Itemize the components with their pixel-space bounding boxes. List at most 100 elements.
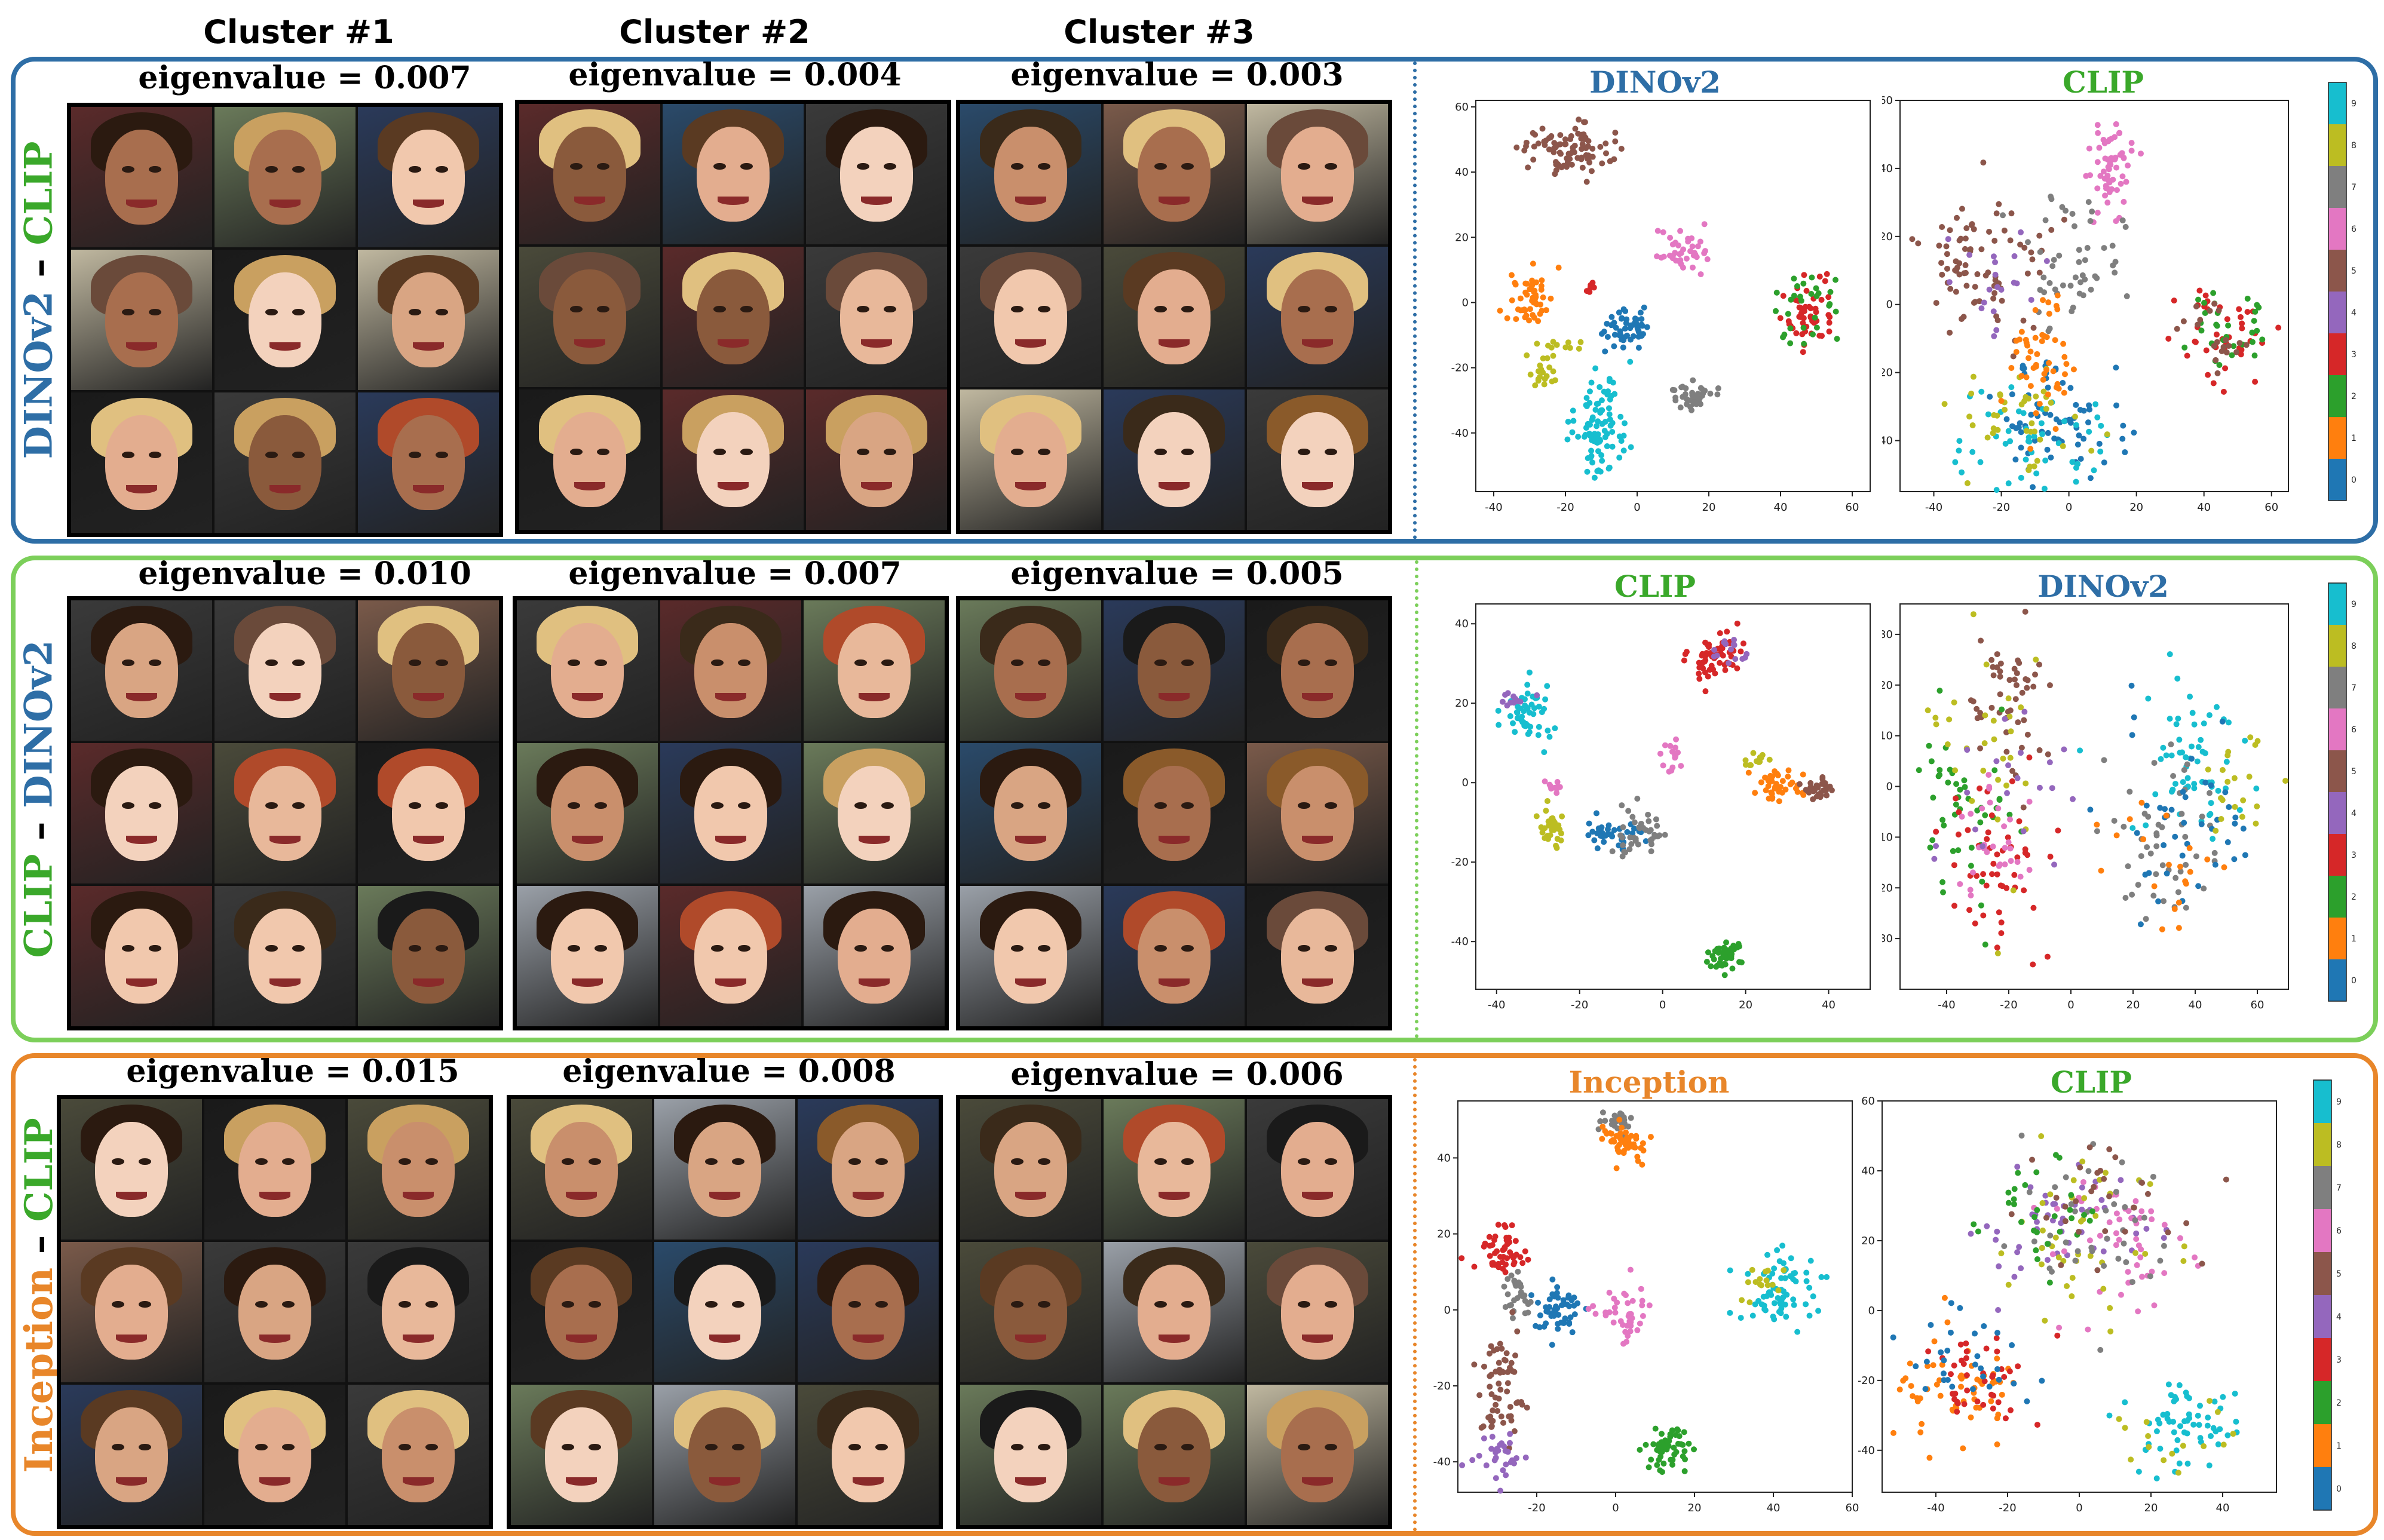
scatter-point bbox=[1582, 432, 1589, 438]
y-tick-label: 0 bbox=[1462, 777, 1469, 789]
colorbar-segment bbox=[2313, 1252, 2331, 1295]
y-tick-label: 0 bbox=[1868, 1305, 1875, 1317]
scatter-point bbox=[1613, 1165, 1620, 1171]
scatter-point bbox=[2006, 713, 2013, 720]
scatter-point bbox=[2149, 1216, 2155, 1223]
scatter-point bbox=[1952, 267, 1959, 274]
row-3-label-sep: – bbox=[16, 1221, 62, 1268]
scatter-point bbox=[1544, 355, 1550, 361]
scatter-point bbox=[2006, 677, 2013, 683]
scatter-point bbox=[2023, 394, 2029, 400]
scatter-point bbox=[2011, 872, 2018, 878]
scatter-point bbox=[1993, 210, 2000, 217]
scatter-point bbox=[1826, 302, 1833, 309]
scatter-point bbox=[2172, 833, 2178, 840]
scatter-point bbox=[1597, 1118, 1604, 1125]
scatter-point bbox=[2046, 280, 2053, 286]
colorbar-tick-label: 4 bbox=[2336, 1312, 2342, 1322]
scatter-point bbox=[2147, 1181, 2153, 1188]
scatter-point bbox=[1697, 385, 1704, 391]
scatter-point bbox=[1802, 303, 1809, 310]
scatter-point bbox=[1775, 772, 1781, 778]
scatter-point bbox=[1972, 1361, 1978, 1368]
scatter-point bbox=[1605, 465, 1612, 472]
row-3-face-grid-3 bbox=[956, 1095, 1392, 1529]
scatter-point bbox=[1606, 1289, 1613, 1296]
scatter-point bbox=[2023, 456, 2029, 463]
scatter-point bbox=[2211, 343, 2217, 349]
scatter-point bbox=[1993, 758, 2000, 765]
scatter-point bbox=[2047, 854, 2054, 860]
scatter-point bbox=[1541, 139, 1548, 145]
scatter-point bbox=[1768, 789, 1775, 796]
scatter-point bbox=[2133, 1230, 2140, 1237]
scatter-point bbox=[1986, 784, 1993, 790]
y-tick-label: 0 bbox=[1886, 299, 1893, 311]
scatter-point bbox=[2101, 140, 2108, 146]
scatter-point bbox=[2220, 1441, 2227, 1448]
scatter-point bbox=[1790, 1296, 1797, 1303]
scatter-point bbox=[2080, 435, 2087, 442]
scatter-point bbox=[2020, 410, 2027, 416]
scatter-point bbox=[1715, 385, 1721, 392]
scatter-point bbox=[1610, 1120, 1616, 1127]
scatter-point bbox=[2068, 1201, 2074, 1207]
scatter-point bbox=[1523, 312, 1530, 319]
row-1-face-grid-3 bbox=[956, 100, 1392, 534]
scatter-point bbox=[1490, 1260, 1496, 1266]
face-image bbox=[960, 389, 1101, 530]
scatter-point bbox=[1511, 1428, 1518, 1434]
scatter-point bbox=[1515, 1279, 1522, 1286]
scatter-point bbox=[2018, 329, 2025, 335]
scatter-point bbox=[2157, 805, 2164, 811]
row-1-eigenvalue-2: eigenvalue = 0.004 bbox=[568, 57, 902, 93]
scatter-point bbox=[1943, 243, 1950, 250]
scatter-point bbox=[1738, 959, 1745, 966]
scatter-point bbox=[1641, 304, 1647, 311]
colorbar-segment bbox=[2328, 375, 2346, 417]
scatter-point bbox=[1530, 157, 1537, 163]
scatter-point bbox=[1489, 1242, 1496, 1248]
scatter-point bbox=[1977, 819, 1984, 826]
scatter-point bbox=[1508, 272, 1515, 278]
scatter-point bbox=[1815, 1308, 1822, 1314]
scatter-point bbox=[2118, 1291, 2124, 1298]
y-tick-label: 20 bbox=[1455, 231, 1469, 244]
scatter-point bbox=[1962, 262, 1969, 268]
row-2-eigenvalue-2: eigenvalue = 0.007 bbox=[568, 556, 902, 592]
scatter-point bbox=[1650, 1441, 1657, 1447]
y-tick-label: 60 bbox=[1861, 1096, 1875, 1108]
scatter-point bbox=[2249, 339, 2256, 345]
scatter-point bbox=[1958, 315, 1965, 322]
scatter-point bbox=[1824, 1274, 1830, 1280]
scatter-point bbox=[1995, 1307, 2002, 1314]
x-tick-label: 60 bbox=[2251, 999, 2265, 1011]
scatter-point bbox=[1980, 159, 1987, 166]
scatter-point bbox=[2218, 795, 2224, 802]
scatter-point bbox=[2169, 1450, 2175, 1457]
scatter-point bbox=[2026, 434, 2032, 441]
x-tick-label: -20 bbox=[2000, 999, 2017, 1011]
row-3-label: Inception – CLIP bbox=[16, 1062, 62, 1528]
scatter-point bbox=[1591, 837, 1598, 843]
scatter-point bbox=[1487, 1253, 1493, 1259]
scatter-point bbox=[2047, 1232, 2054, 1239]
scatter-point bbox=[1931, 1338, 1938, 1345]
scatter-point bbox=[2251, 318, 2257, 324]
scatter-point bbox=[1657, 750, 1663, 757]
scatter-point bbox=[2036, 747, 2043, 753]
scatter-point bbox=[1634, 1327, 1641, 1333]
scatter-point bbox=[1612, 1309, 1619, 1316]
scatter-point bbox=[2183, 904, 2189, 911]
scatter-point bbox=[2052, 1234, 2059, 1241]
scatter-point bbox=[1964, 480, 1971, 486]
scatter-point bbox=[2164, 1411, 2171, 1418]
scatter-point bbox=[1558, 151, 1564, 157]
scatter-point bbox=[1990, 664, 1996, 670]
scatter-point bbox=[1527, 306, 1533, 312]
scatter-point bbox=[2054, 1332, 2061, 1339]
scatter-point bbox=[2119, 150, 2125, 157]
scatter-point bbox=[1542, 778, 1548, 785]
scatter-point bbox=[2033, 1169, 2040, 1176]
